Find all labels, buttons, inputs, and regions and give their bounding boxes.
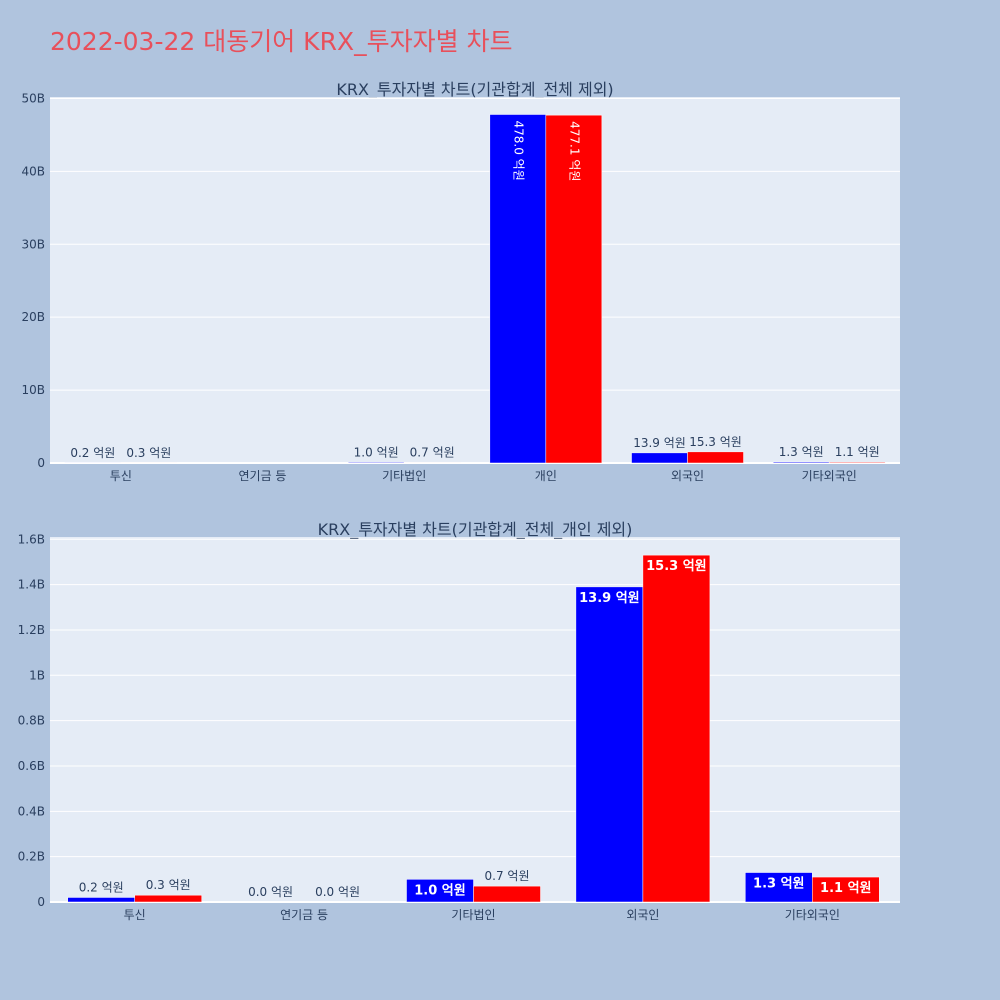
data-label: 0.2 억원: [79, 880, 124, 894]
y-tick-label: 30B: [21, 237, 45, 251]
data-label: 15.3 억원: [646, 559, 707, 574]
bar: [745, 872, 813, 903]
y-tick-label: 10B: [21, 383, 45, 397]
bar: [134, 894, 202, 903]
x-tick-label: 개인: [535, 469, 557, 483]
y-tick-label: 1.6B: [18, 532, 45, 546]
investor-chart-all: KRX_투자자별 차트(기관합계_전체 제외) 0 10B 20B 30B 40B 50B 투…: [21, 80, 900, 483]
data-label: 0.3 억원: [126, 446, 171, 460]
x-tick-label: 투신: [124, 908, 146, 922]
x-tick-label: 연기금 등: [239, 469, 287, 483]
bar: [403, 462, 461, 464]
y-tick-label: 0: [37, 895, 45, 909]
y-tick-label: 1.2B: [18, 623, 45, 637]
y-tick-label: 50B: [21, 91, 45, 105]
data-label: 0.0 억원: [248, 885, 293, 899]
x-tick-label: 투신: [110, 469, 132, 483]
x-tick-label: 외국인: [626, 908, 659, 922]
y-tick-label: 0.4B: [18, 804, 45, 818]
data-label: 1.1 억원: [820, 881, 871, 896]
bar: [687, 451, 744, 464]
bar: [489, 114, 547, 464]
x-tick-label: 외국인: [671, 469, 704, 483]
data-label: 0.7 억원: [410, 445, 455, 459]
chart-title: KRX_투자자별 차트(기관합계_전체 제외): [336, 80, 613, 100]
data-label: 0.7 억원: [485, 869, 530, 883]
y-tick-label: 0: [37, 456, 45, 470]
data-label: 478.0 억원: [511, 120, 525, 180]
data-label: 0.3 억원: [146, 878, 191, 892]
bar: [545, 114, 603, 464]
plot-area: [50, 97, 900, 463]
data-label: 0.0 억원: [315, 885, 360, 899]
bar: [347, 462, 405, 464]
chart-title: KRX_투자자별 차트(기관합계_전체_개인 제외): [318, 520, 633, 540]
data-label: 1.3 억원: [779, 445, 824, 459]
bar: [812, 876, 880, 903]
investor-chart-excl-individual: KRX_투자자별 차트(기관합계_전체_개인 제외) 0 0.2B 0.4B 0.6B 0…: [18, 520, 900, 922]
y-tick-label: 0.6B: [18, 759, 45, 773]
bar: [67, 897, 135, 903]
data-label: 477.1 억원: [567, 121, 581, 181]
x-tick-label: 기타법인: [451, 908, 495, 922]
data-label: 1.0 억원: [354, 445, 399, 459]
y-tick-label: 0.8B: [18, 714, 45, 728]
bar: [772, 461, 830, 464]
y-tick-label: 40B: [21, 164, 45, 178]
x-tick-label: 연기금 등: [280, 908, 328, 922]
bar: [575, 586, 644, 903]
page-title: 2022-03-22 대동기어 KRX_투자자별 차트: [50, 27, 513, 56]
x-tick-label: 기타외국인: [802, 469, 857, 483]
bar: [642, 554, 711, 903]
y-tick-label: 20B: [21, 310, 45, 324]
y-tick-label: 0.2B: [18, 850, 45, 864]
x-tick-label: 기타외국인: [785, 908, 840, 922]
data-label: 1.0 억원: [414, 883, 465, 898]
data-label: 15.3 억원: [689, 435, 742, 449]
data-label: 1.1 억원: [835, 445, 880, 459]
bar: [631, 452, 688, 464]
y-tick-label: 1B: [29, 668, 45, 682]
x-tick-label: 기타법인: [382, 469, 426, 483]
data-label: 13.9 억원: [579, 591, 640, 606]
bar: [473, 885, 541, 903]
y-tick-label: 1.4B: [18, 578, 45, 592]
data-label: 1.3 억원: [753, 877, 804, 892]
data-label: 13.9 억원: [633, 436, 686, 450]
plot-area: [50, 537, 900, 902]
data-label: 0.2 억원: [70, 446, 115, 460]
bar: [828, 461, 886, 464]
